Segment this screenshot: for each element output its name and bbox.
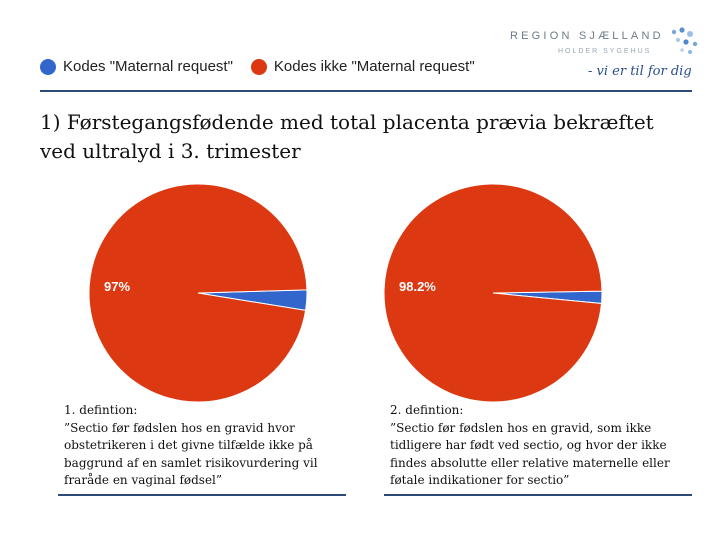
caption-definition-2: 2. defintion: ”Sectio før fødslen hos en… bbox=[390, 402, 675, 490]
caption-body: ”Sectio før fødslen hos en gravid, som i… bbox=[390, 420, 670, 488]
caption-heading: 2. defintion: bbox=[390, 403, 464, 417]
bottom-divider-right bbox=[384, 494, 692, 496]
bottom-divider-left bbox=[58, 494, 346, 496]
pie-chart-2: 98.2% bbox=[383, 183, 603, 403]
legend-swatch-blue bbox=[40, 58, 56, 75]
logo-dots-icon bbox=[671, 27, 698, 54]
legend-label: Kodes "Maternal request" bbox=[63, 58, 233, 75]
logo-slogan: - vi er til for dig bbox=[588, 64, 692, 79]
legend-item-not-maternal-request: Kodes ikke "Maternal request" bbox=[250, 58, 475, 75]
slide-title: 1) Førstegangsfødende med total placenta… bbox=[40, 110, 654, 163]
logo-sub: HOLDER SYGEHUS bbox=[558, 48, 652, 55]
caption-heading: 1. defintion: bbox=[64, 403, 138, 417]
region-sjaelland-logo: REGION SJÆLLAND HOLDER SYGEHUS - vi er t… bbox=[508, 26, 708, 90]
caption-body: ”Sectio før fødslen hos en gravid hvor o… bbox=[64, 420, 318, 488]
pie-chart-1: 97% bbox=[88, 183, 308, 403]
chart-legend: Kodes "Maternal request" Kodes ikke "Mat… bbox=[40, 58, 493, 75]
pie-1-data-label: 97% bbox=[104, 279, 130, 294]
legend-item-maternal-request: Kodes "Maternal request" bbox=[40, 58, 233, 75]
legend-swatch-red bbox=[250, 58, 267, 75]
pie-2-data-label: 98.2% bbox=[399, 279, 436, 294]
caption-definition-1: 1. defintion: ”Sectio før fødslen hos en… bbox=[64, 402, 334, 490]
logo-name: REGION SJÆLLAND bbox=[510, 30, 664, 42]
legend-label: Kodes ikke "Maternal request" bbox=[273, 58, 475, 75]
pie-1-slice-1 bbox=[88, 183, 308, 403]
pie-2-slice-1 bbox=[383, 183, 603, 403]
header-divider bbox=[40, 90, 692, 92]
